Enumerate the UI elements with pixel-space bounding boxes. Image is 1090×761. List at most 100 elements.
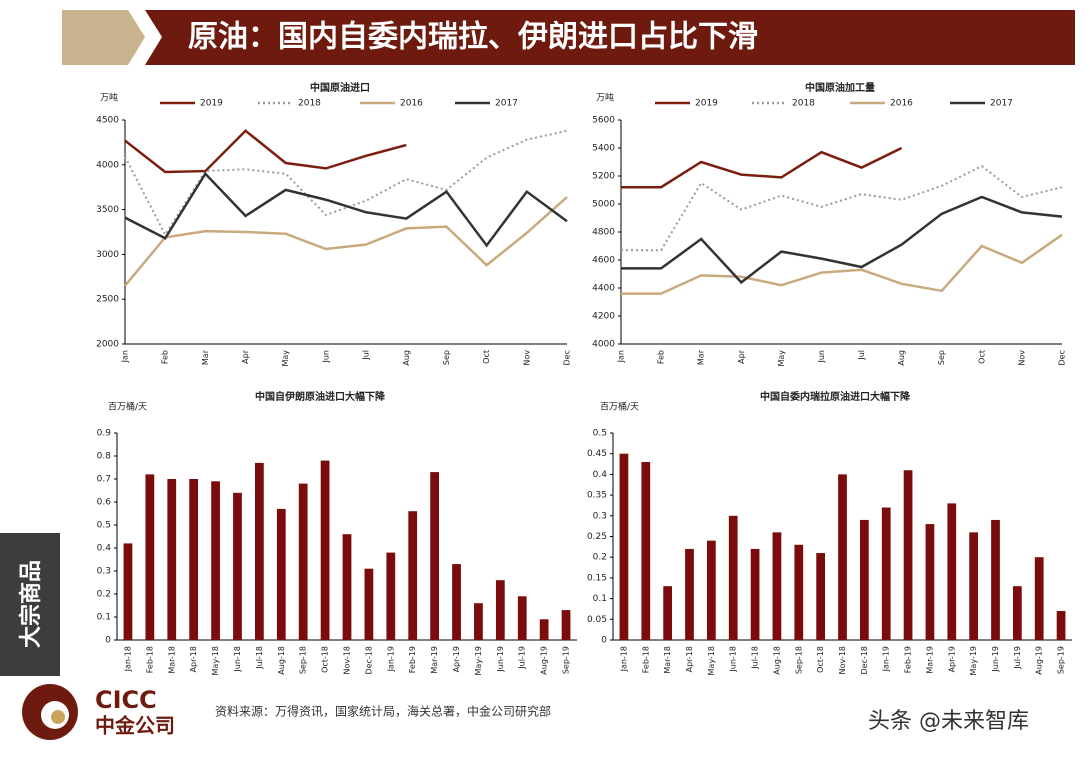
x-tick-label: Feb <box>657 350 666 364</box>
x-tick-label: Sep <box>442 350 451 365</box>
x-tick-label: Jun-19 <box>991 646 1000 673</box>
axis-unit: 百万桶/天 <box>600 401 639 413</box>
x-tick-label: Jul <box>362 350 371 361</box>
x-tick-label: Jan-18 <box>619 646 628 672</box>
y-tick-label: 2000 <box>96 340 119 350</box>
x-tick-label: Oct <box>977 350 986 364</box>
bar <box>474 603 483 640</box>
x-tick-label: Dec <box>563 350 572 365</box>
bar <box>408 511 418 640</box>
x-tick-label: Mar-19 <box>430 646 439 674</box>
y-tick-label: 0.2 <box>593 553 607 563</box>
x-tick-label: Dec-18 <box>860 646 869 675</box>
y-tick-label: 0.4 <box>593 470 608 480</box>
x-tick-label: Feb <box>161 350 170 364</box>
bar <box>838 474 847 640</box>
bar <box>364 568 374 640</box>
bar <box>561 610 571 640</box>
header-title: 原油：国内自委内瑞拉、伊朗进口占比下滑 <box>188 20 758 55</box>
x-tick-label: Mar <box>201 349 210 365</box>
bar <box>991 519 1000 640</box>
y-tick-label: 0.8 <box>97 452 112 462</box>
bar <box>145 474 155 640</box>
x-tick-label: Nov <box>522 350 531 366</box>
bar <box>386 552 396 640</box>
y-tick-label: 4000 <box>96 160 119 170</box>
y-tick-label: 2500 <box>96 295 119 305</box>
x-tick-label: May-19 <box>969 646 978 675</box>
watermark: 头条 @未来智库 <box>868 709 1029 734</box>
bar <box>495 580 505 640</box>
bar <box>342 534 352 640</box>
chart-title: 中国原油加工量 <box>805 81 875 94</box>
bar <box>663 586 673 640</box>
x-tick-label: Sep <box>937 350 946 365</box>
y-tick-label: 4800 <box>592 228 615 238</box>
series-line <box>124 129 568 237</box>
x-tick-label: Apr-19 <box>947 646 956 672</box>
y-tick-label: 0.4 <box>97 544 112 554</box>
legend-label: 2018 <box>298 99 321 109</box>
x-tick-label: Jul-19 <box>518 646 527 670</box>
x-tick-label: Sep-19 <box>1057 646 1066 674</box>
logo-cn: 中金公司 <box>95 714 175 738</box>
x-tick-label: Feb-19 <box>904 646 913 673</box>
bar <box>320 460 330 640</box>
y-tick-label: 0.5 <box>593 429 607 439</box>
x-tick-label: Mar <box>697 349 706 365</box>
bar <box>816 553 826 640</box>
x-tick-label: Jul-18 <box>751 646 760 670</box>
bar <box>750 548 760 640</box>
y-tick-label: 4400 <box>592 284 615 294</box>
header-band <box>145 10 1075 65</box>
x-tick-label: Aug-19 <box>540 646 549 675</box>
x-tick-label: Apr <box>737 349 746 364</box>
y-tick-label: 0.25 <box>587 532 607 542</box>
chart-title: 中国自伊朗原油进口大幅下降 <box>255 390 386 403</box>
legend-label: 2017 <box>990 99 1013 109</box>
source: 资料来源：万得资讯，国家统计局，海关总署，中金公司研究部 <box>215 704 551 719</box>
bar <box>539 619 549 640</box>
x-tick-label: Aug-18 <box>277 646 286 675</box>
axis-unit: 万吨 <box>596 92 614 104</box>
bar <box>859 519 869 640</box>
logo-en: CICC <box>95 686 157 714</box>
legend-label: 2016 <box>890 99 913 109</box>
y-tick-label: 3500 <box>96 205 119 215</box>
legend-label: 2017 <box>495 99 518 109</box>
x-tick-label: Mar-19 <box>925 646 934 674</box>
sidebar-label: 大宗商品 <box>18 560 44 648</box>
series-line <box>124 196 568 287</box>
x-tick-label: Aug <box>897 350 906 366</box>
bar <box>772 532 782 640</box>
bar <box>706 540 716 640</box>
series-line <box>621 195 1063 285</box>
legend-label: 2019 <box>200 99 223 109</box>
bar <box>276 508 286 640</box>
x-tick-label: Jun-18 <box>233 646 242 673</box>
y-tick-label: 4500 <box>96 116 119 126</box>
x-tick-label: May <box>777 350 786 367</box>
bar <box>167 479 177 640</box>
x-tick-label: Oct-18 <box>816 646 825 673</box>
x-tick-label: Mar-18 <box>663 646 672 674</box>
x-tick-label: Apr <box>241 349 250 364</box>
legend-label: 2019 <box>695 99 718 109</box>
x-tick-label: Nov-18 <box>838 646 847 674</box>
y-tick-label: 0 <box>105 636 111 646</box>
y-tick-label: 0.3 <box>593 511 607 521</box>
x-tick-label: Apr-18 <box>189 646 198 672</box>
bar <box>685 548 694 640</box>
logo-dot <box>51 710 65 724</box>
chart-title: 中国原油进口 <box>310 81 370 94</box>
x-tick-label: Apr-18 <box>685 646 694 672</box>
x-tick-label: Feb-18 <box>641 646 650 673</box>
x-tick-label: Mar-18 <box>167 646 176 674</box>
bar <box>794 544 804 640</box>
x-tick-label: Feb-19 <box>408 646 417 673</box>
x-tick-label: May-19 <box>474 646 483 675</box>
bar <box>233 492 242 640</box>
bar <box>641 461 651 640</box>
x-tick-label: Aug-18 <box>772 646 781 675</box>
